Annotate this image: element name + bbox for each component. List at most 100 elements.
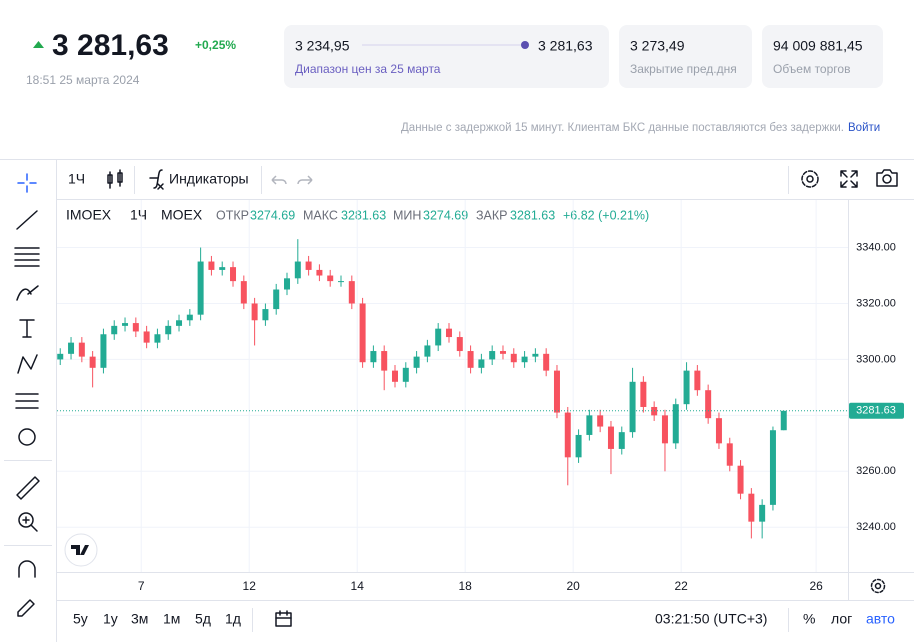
y-tick-label: 3320.00 — [856, 297, 896, 309]
candle-body — [284, 278, 291, 290]
auto-button[interactable]: авто — [866, 611, 895, 627]
chart-type-button[interactable] — [107, 169, 123, 189]
lock-draw-tool[interactable] — [17, 599, 35, 617]
legend-close: 3281.63 — [510, 208, 555, 222]
price: 3 281,63 — [52, 29, 169, 62]
legend-low-label: МИН — [393, 208, 421, 222]
undo-button[interactable] — [271, 175, 287, 185]
y-tick-label: 3300.00 — [856, 353, 896, 365]
last-price-tag — [849, 402, 904, 419]
period-button[interactable]: 1м — [163, 611, 180, 627]
candle-body — [78, 342, 85, 357]
emoji-tool[interactable] — [18, 428, 36, 446]
interval-button[interactable]: 1Ч — [68, 171, 85, 187]
indicators-icon[interactable] — [149, 169, 164, 190]
candle-body — [197, 261, 204, 315]
candle-body — [705, 390, 712, 419]
up-arrow — [33, 41, 44, 48]
candle-body — [726, 443, 733, 466]
candle-body — [165, 325, 172, 335]
x-tick-label: 14 — [351, 579, 365, 593]
candle-body — [327, 275, 334, 282]
fullscreen-button[interactable] — [840, 170, 858, 188]
legend-open-label: ОТКР — [216, 208, 249, 222]
candle-body — [251, 303, 258, 321]
candle-body — [769, 430, 776, 505]
volume-box — [762, 25, 883, 88]
candle-body — [629, 381, 636, 433]
grid — [57, 200, 848, 572]
text-tool[interactable] — [19, 319, 35, 338]
candle-body — [208, 261, 215, 270]
candle-body — [240, 281, 247, 304]
zoom-plus — [22, 516, 38, 532]
legend-high: 3281.63 — [341, 208, 386, 222]
candle-body — [489, 351, 496, 360]
crosshair-tool[interactable] — [17, 173, 37, 193]
candle-body — [575, 434, 582, 458]
volume-label: Объем торгов — [773, 62, 850, 76]
candles — [57, 239, 787, 539]
brush-tool[interactable] — [16, 285, 39, 301]
candle-body — [262, 309, 269, 321]
left-toolbar — [14, 173, 40, 617]
period-button[interactable]: 5y — [73, 611, 88, 627]
zoom-tool[interactable] — [18, 512, 34, 528]
trendline-tool[interactable] — [16, 210, 38, 230]
candle-body — [640, 381, 647, 407]
pattern-tool[interactable] — [17, 354, 38, 374]
settings-button[interactable] — [801, 170, 819, 188]
indicators-button[interactable]: Индикаторы — [169, 171, 249, 187]
prediction-tool[interactable] — [15, 393, 39, 409]
candle-body — [143, 331, 150, 343]
x-tick-label: 22 — [674, 579, 688, 593]
candle-body — [478, 359, 485, 368]
legend-symbol: IMOEX — [66, 207, 112, 223]
magnet-tool[interactable] — [18, 560, 36, 578]
candle-body — [57, 353, 64, 360]
range-low: 3 234,95 — [295, 38, 350, 54]
candle-body — [543, 353, 550, 371]
candle-body — [370, 351, 377, 363]
candle-body — [381, 351, 388, 371]
fib-tool[interactable] — [14, 247, 40, 267]
login-link[interactable]: Войти — [848, 122, 880, 134]
log-button[interactable]: лог — [831, 611, 852, 627]
candle-body — [402, 367, 409, 382]
candle-body — [456, 337, 463, 352]
y-tick-label: 3240.00 — [856, 521, 896, 533]
x-tick-label: 18 — [459, 579, 473, 593]
candle-body — [715, 418, 722, 444]
candle-body — [607, 426, 614, 449]
percent-button[interactable]: % — [803, 611, 815, 627]
ruler-tool[interactable] — [16, 476, 40, 500]
candle-body — [391, 370, 398, 382]
candle-body — [176, 320, 183, 326]
candle-body — [100, 334, 107, 368]
screenshot-button[interactable] — [876, 169, 898, 187]
date-range-button[interactable] — [275, 610, 292, 627]
legend: IMOEX 1Ч MOEX — [66, 207, 203, 223]
axes: 3240.003260.003280.003300.003320.003340.… — [57, 241, 904, 593]
period-button[interactable]: 5д — [195, 611, 211, 627]
x-tick-label: 7 — [138, 579, 145, 593]
period-button[interactable]: 3м — [131, 611, 148, 627]
delay-notice: Данные с задержкой 15 минут. Клиентам БК… — [401, 122, 844, 134]
range-label: Диапазон цен за 25 марта — [295, 62, 441, 76]
redo-button[interactable] — [297, 175, 313, 185]
candle-body — [316, 269, 323, 276]
candle-body — [111, 325, 118, 335]
candle-body — [510, 353, 517, 363]
volume-value: 94 009 881,45 — [773, 38, 863, 54]
candle-body — [597, 415, 604, 427]
candle-body — [672, 404, 679, 444]
candle-body — [748, 493, 755, 522]
candle-body — [219, 267, 226, 270]
tv-logo — [64, 533, 98, 567]
period-button[interactable]: 1y — [103, 611, 118, 627]
period-button[interactable]: 1д — [225, 611, 241, 627]
legend-low: 3274.69 — [423, 208, 468, 222]
axis-settings-button[interactable] — [870, 578, 886, 594]
clock: 03:21:50 (UTC+3) — [655, 611, 767, 627]
